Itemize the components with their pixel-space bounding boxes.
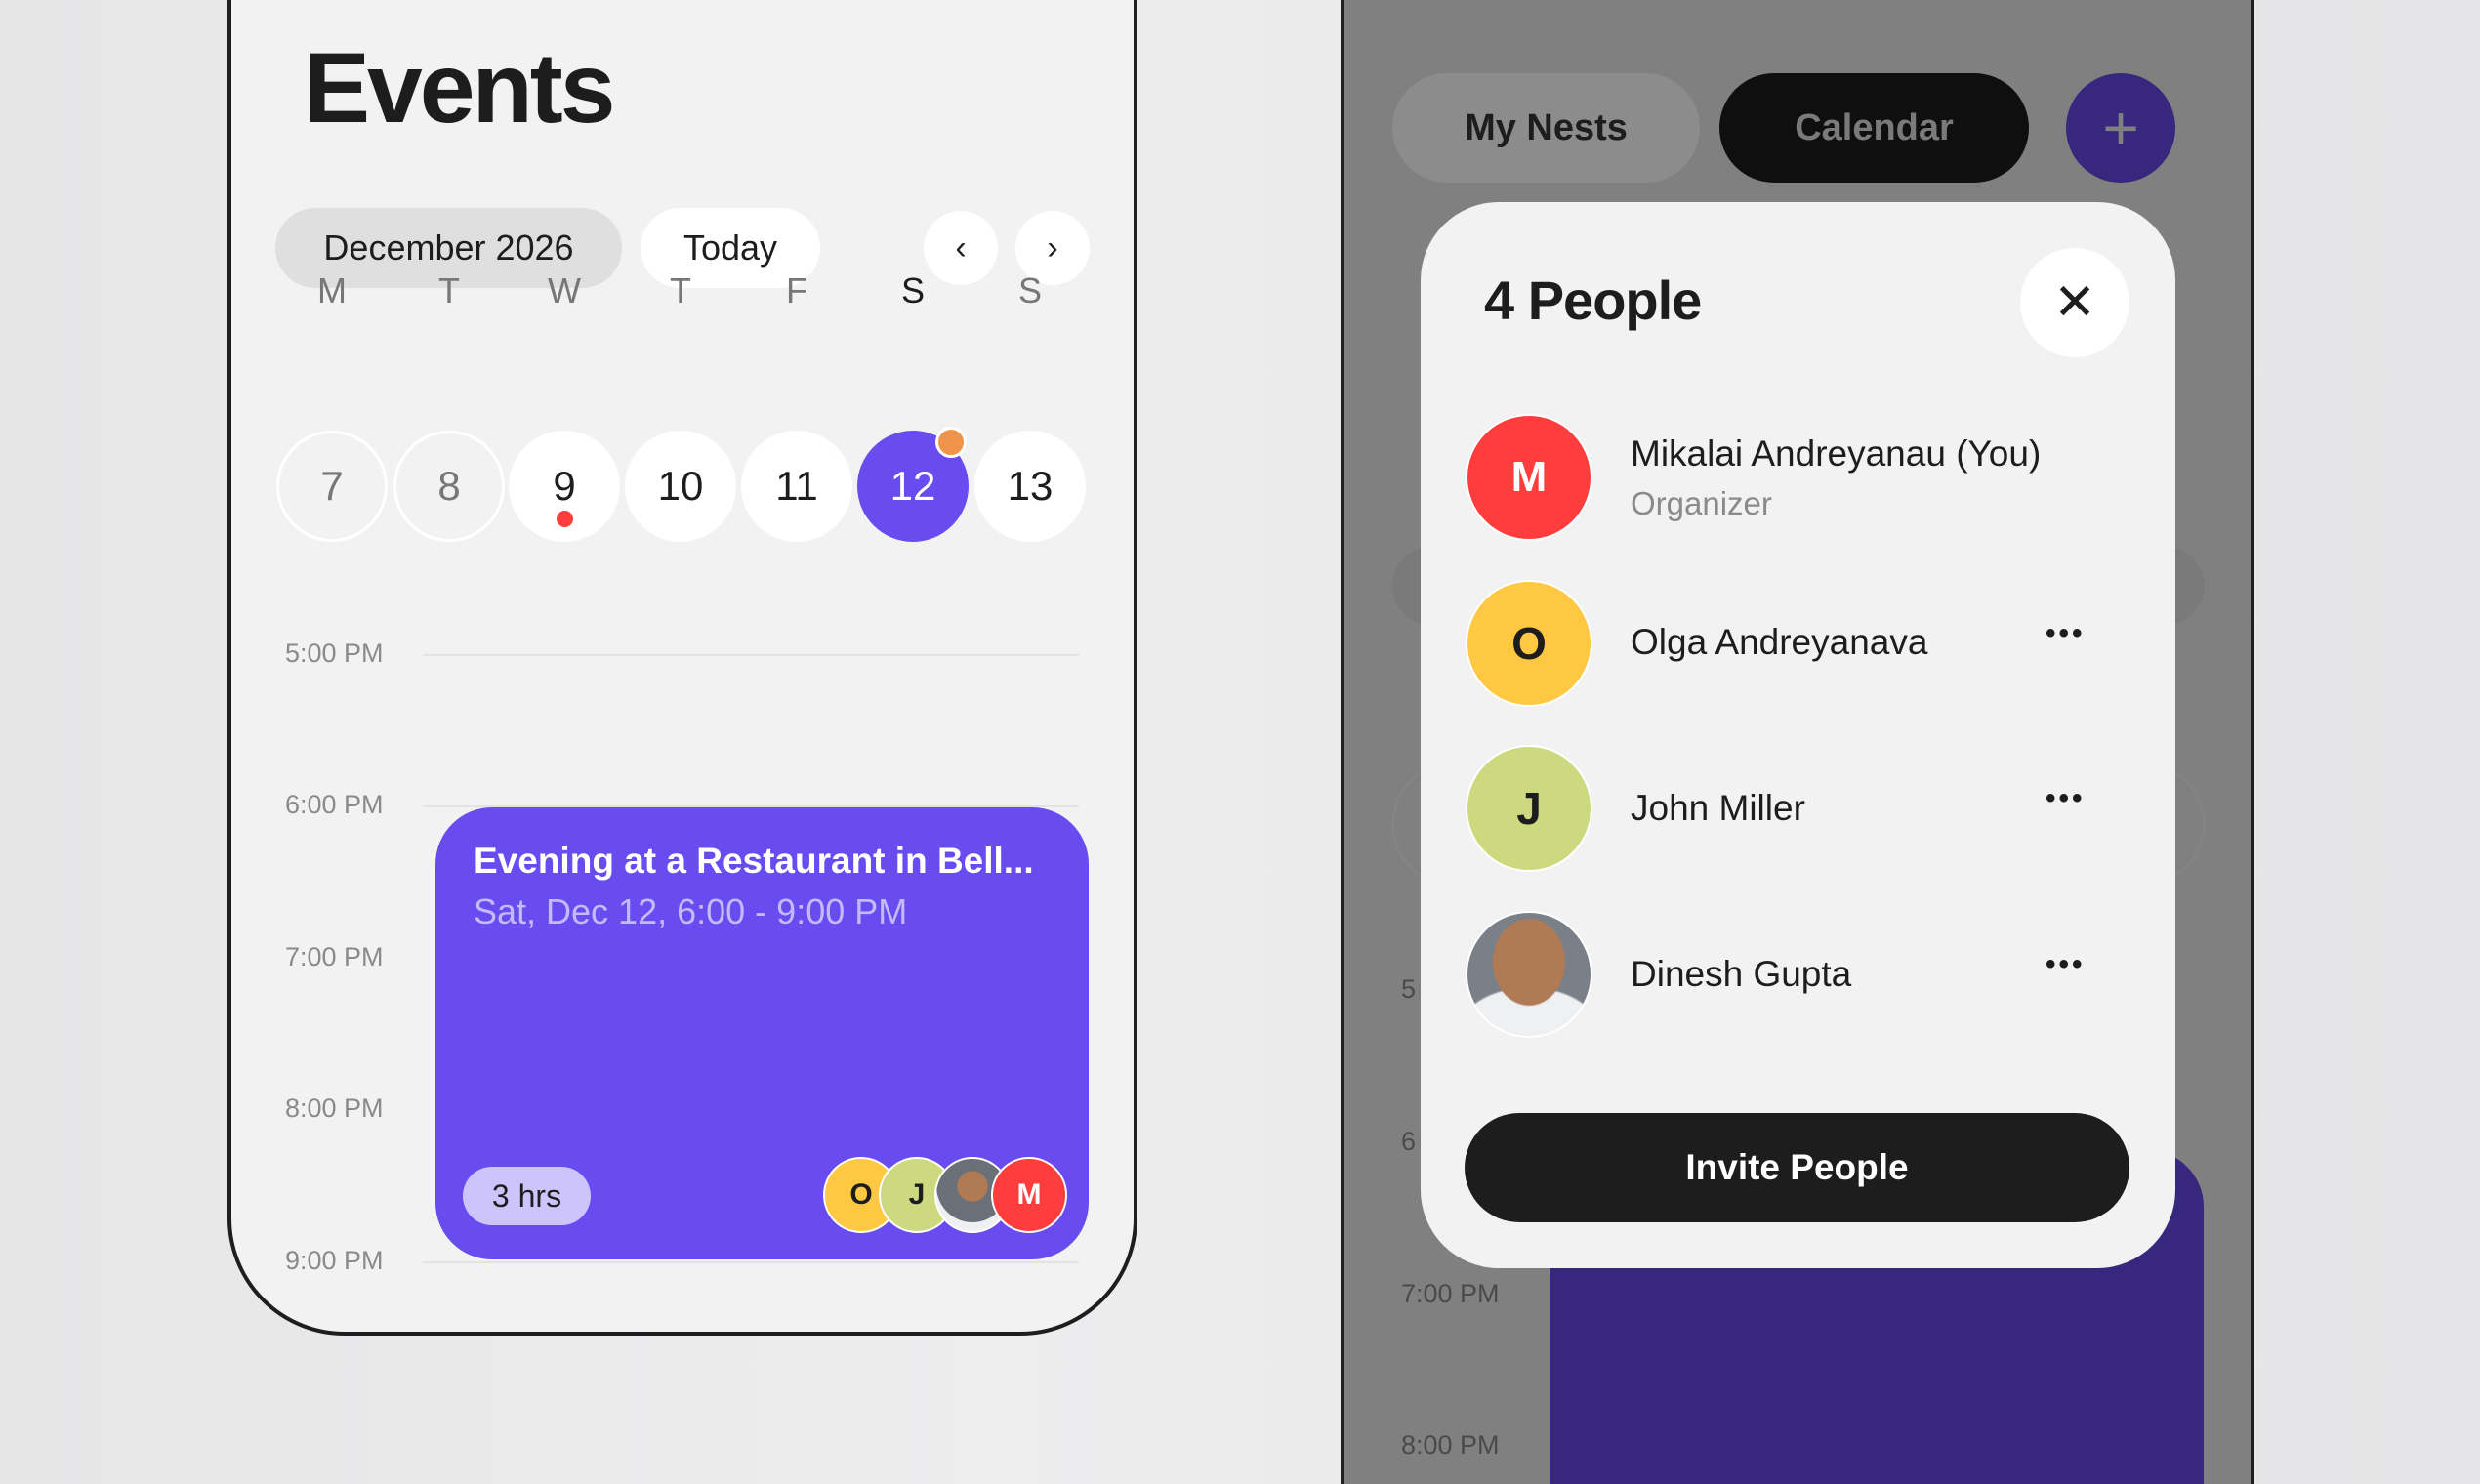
weekday-label: T [438,270,460,310]
day-10[interactable]: 10 [625,431,736,542]
hour-line [423,1261,1079,1263]
page-title: Events [304,32,615,144]
chevron-left-icon: ‹ [955,228,967,267]
person-name: Mikalai Andreyanau (You) [1631,433,2042,474]
time-label: 9:00 PM [285,1246,384,1275]
people-modal: 4 People ✕ M Mikalai Andreyanau (You) Or… [1421,202,2175,1268]
avatar: J [1466,745,1592,872]
weekday-label: T [670,270,691,310]
more-options-button[interactable]: ••• [2046,948,2086,980]
notification-dot [935,427,967,458]
next-week-button[interactable]: › [1015,211,1090,285]
time-label: 6:00 PM [285,790,384,819]
time-label: 7:00 PM [285,942,384,971]
plus-icon: + [2102,93,2139,163]
time-label: 6 [1401,1127,1417,1156]
chevron-right-icon: › [1047,228,1058,267]
attendee-avatar: M [991,1157,1067,1233]
weekday-label: F [786,270,807,310]
event-card[interactable]: Evening at a Restaurant in Bell... Sat, … [435,807,1089,1259]
avatar-photo [1466,911,1592,1038]
close-button[interactable]: ✕ [2020,248,2129,357]
close-icon: ✕ [2053,274,2096,331]
event-dot [557,511,573,527]
invite-people-button[interactable]: Invite People [1465,1113,2129,1222]
tab-calendar[interactable]: Calendar [1719,73,2029,183]
event-time: Sat, Dec 12, 6:00 - 9:00 PM [474,891,908,931]
time-label: 7:00 PM [1401,1279,1500,1308]
month-selector[interactable]: December 2026 [275,208,622,288]
weekday-label: S [1017,270,1042,310]
events-screen: Events December 2026 Today ‹ › M T W T F… [227,0,1137,1336]
modal-title: 4 People [1484,269,1702,331]
weekday-label: S [900,270,925,310]
more-options-button[interactable]: ••• [2046,617,2086,649]
avatar: O [1466,580,1592,707]
add-button[interactable]: + [2066,73,2175,183]
weekday-label: W [548,270,581,310]
time-label: 8:00 PM [285,1093,384,1123]
avatar: M [1466,414,1592,541]
more-options-button[interactable]: ••• [2046,782,2086,814]
prev-week-button[interactable]: ‹ [924,211,998,285]
day-13[interactable]: 13 [974,431,1086,542]
duration-badge: 3 hrs [463,1167,591,1225]
day-8[interactable]: 8 [393,431,505,542]
time-label: 8:00 PM [1401,1430,1500,1460]
event-title: Evening at a Restaurant in Bell... [474,841,1034,881]
day-number: 9 [553,463,576,509]
person-name: Olga Andreyanava [1631,622,1928,662]
day-number: 12 [889,463,936,509]
hour-line [423,805,1079,807]
hour-line [423,654,1079,656]
day-7[interactable]: 7 [276,431,388,542]
today-button[interactable]: Today [641,208,820,288]
day-12-selected[interactable]: 12 [857,427,969,542]
person-role: Organizer [1631,485,1772,521]
time-label: 5 [1401,974,1417,1004]
time-label: 5:00 PM [285,639,384,668]
person-name: John Miller [1631,788,1805,828]
person-name: Dinesh Gupta [1631,954,1852,994]
tab-my-nests[interactable]: My Nests [1392,73,1700,183]
day-9[interactable]: 9 [509,431,620,542]
weekday-label: M [317,270,347,310]
day-11[interactable]: 11 [741,431,852,542]
